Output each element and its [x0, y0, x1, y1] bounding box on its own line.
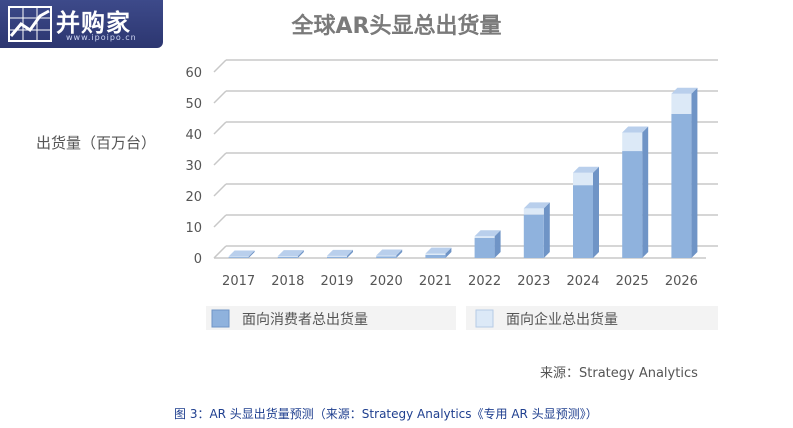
chart-title: 全球AR头显总出货量 [291, 14, 502, 39]
bar-enterprise [327, 255, 347, 257]
legend: 面向消费者总出货量 面向企业总出货量 [206, 306, 718, 330]
bar-enterprise [376, 255, 397, 257]
bar-group [622, 126, 649, 258]
bar-group [573, 166, 599, 258]
logo-url: www.ipoipo.cn [66, 33, 137, 42]
bar-side [642, 126, 649, 258]
gridline [213, 214, 227, 228]
source-note: 来源：Strategy Analytics [540, 366, 698, 381]
bar-top [376, 249, 403, 256]
bar-group [523, 202, 550, 258]
bar-consumer [671, 113, 692, 258]
x-tick-label: 2021 [419, 274, 452, 289]
bar-side [445, 247, 452, 258]
bar-consumer [228, 257, 249, 258]
bar-side [543, 202, 550, 258]
x-tick-label: 2017 [222, 274, 255, 289]
x-tick-label: 2019 [320, 274, 353, 289]
x-tick-label: 2022 [468, 274, 501, 289]
bar-top [228, 250, 255, 257]
y-tick-labels: 0 10 20 30 40 50 60 [185, 66, 202, 267]
legend-swatch-enterprise [475, 309, 494, 328]
bar-top [277, 250, 304, 257]
logo-name: 并购家 [56, 9, 131, 37]
bar-side [297, 250, 304, 258]
x-tick-label: 2025 [616, 274, 649, 289]
bar-enterprise [671, 93, 692, 114]
bar-consumer [622, 151, 643, 258]
y-axis-label: 出货量（百万台） [36, 134, 157, 152]
gridline [213, 183, 227, 197]
bar-group [327, 249, 353, 258]
bar-enterprise [277, 256, 298, 257]
bar-side [494, 230, 501, 258]
gridline [213, 59, 227, 73]
bar-enterprise [228, 256, 249, 258]
bar-top [474, 230, 501, 237]
bar-consumer [425, 254, 446, 258]
y-tick-label: 50 [185, 97, 202, 112]
bar-consumer [277, 256, 298, 258]
x-tick-label: 2020 [370, 274, 403, 289]
bar-top [327, 249, 353, 256]
bar-top [622, 126, 649, 133]
bar-group [474, 230, 501, 258]
legend-label-enterprise: 面向企业总出货量 [506, 311, 618, 328]
y-tick-label: 10 [185, 221, 202, 236]
bar-consumer [327, 256, 347, 258]
figure-caption: 图 3：AR 头显出货量预测（来源：Strategy Analytics《专用 … [174, 407, 598, 421]
bar-group [277, 250, 304, 258]
x-tick-label: 2026 [665, 274, 698, 289]
gridline [213, 152, 227, 166]
bar-consumer [474, 237, 495, 258]
bar-enterprise [425, 253, 446, 255]
bar-consumer [376, 256, 397, 258]
bars [228, 87, 698, 258]
legend-swatch-consumer [211, 309, 230, 328]
legend-label-consumer: 面向消费者总出货量 [242, 311, 368, 328]
y-tick-label: 30 [185, 159, 202, 174]
legend-band-enterprise [466, 306, 718, 330]
bar-enterprise [474, 236, 495, 238]
bar-enterprise [622, 132, 643, 152]
bar-top [671, 87, 698, 94]
gridline [213, 90, 227, 104]
bar-side [593, 166, 599, 258]
bar-group [228, 250, 255, 258]
y-tick-label: 0 [194, 252, 202, 267]
bar-side [347, 249, 353, 258]
chart-logo-icon [8, 6, 52, 42]
bar-side [248, 250, 255, 258]
bar-side [396, 249, 403, 258]
y-tick-label: 20 [185, 190, 202, 205]
legend-band-consumer [206, 306, 456, 330]
bar-consumer [523, 214, 544, 258]
bar-side [691, 87, 698, 258]
logo: 并购家 www.ipoipo.cn [0, 0, 163, 48]
bar-group [376, 249, 403, 258]
x-tick-label: 2024 [566, 274, 599, 289]
bar-enterprise [573, 172, 593, 186]
bar-top [573, 166, 599, 173]
bar-top [523, 202, 550, 209]
x-tick-label: 2023 [517, 274, 550, 289]
gridline [213, 121, 227, 135]
y-tick-label: 40 [185, 128, 202, 143]
x-tick-labels: 2017 2018 2019 2020 2021 2022 2023 2024 2025 2026 [222, 274, 698, 289]
x-tick-label: 2018 [271, 274, 304, 289]
y-tick-label: 60 [185, 66, 202, 81]
bar-group [425, 247, 452, 258]
gridline [213, 245, 227, 259]
bar-consumer [573, 185, 593, 258]
bar-group [671, 87, 698, 258]
bar-enterprise [523, 208, 544, 215]
bar-top [425, 247, 452, 254]
